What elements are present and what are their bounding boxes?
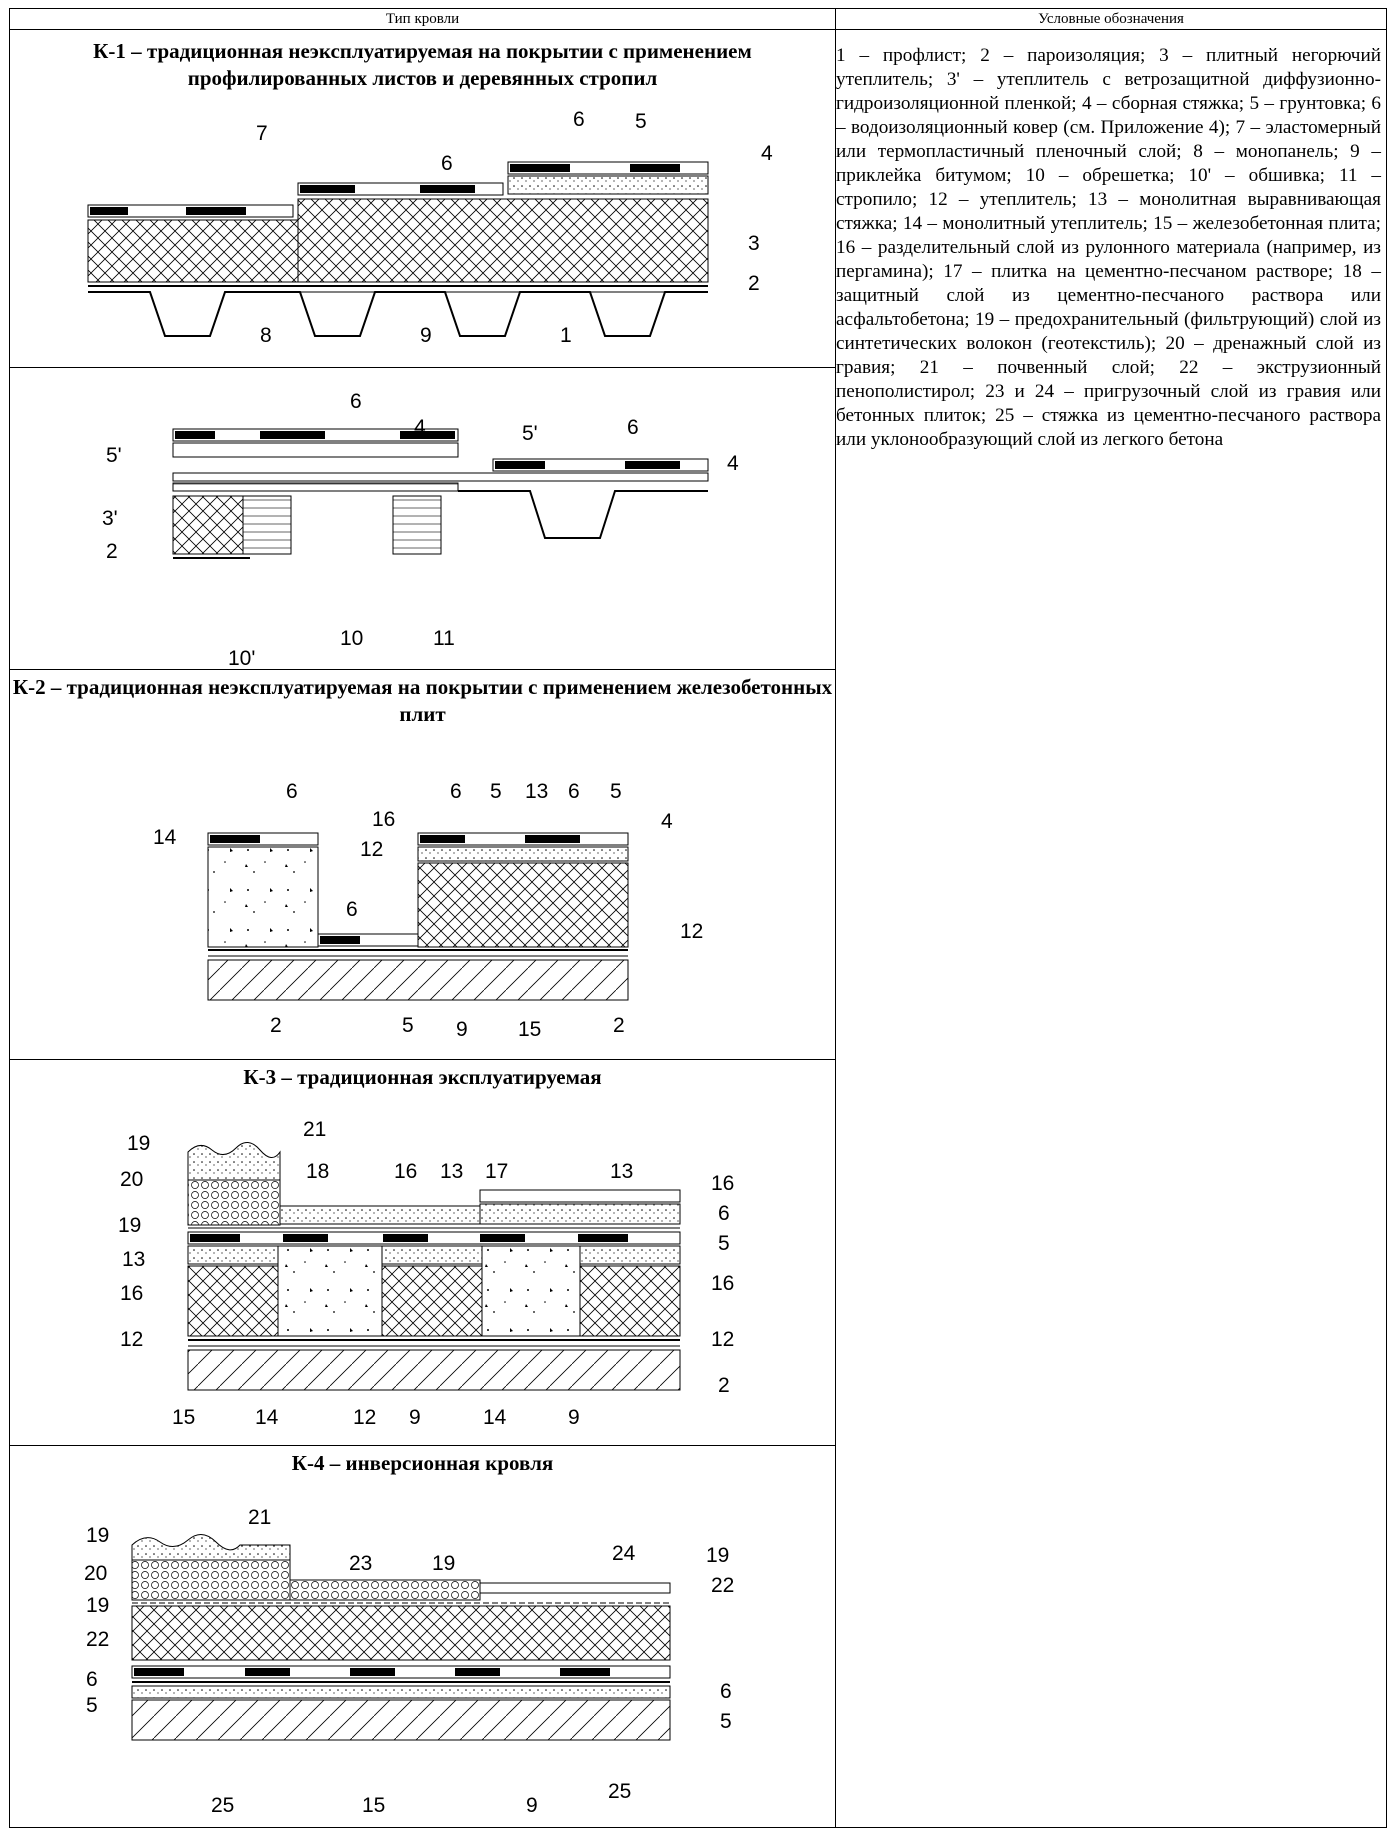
k2-title: К-2 – традиционная неэксплуатируемая на … xyxy=(12,675,833,726)
svg-text:20: 20 xyxy=(84,1562,107,1585)
svg-text:2: 2 xyxy=(748,272,760,295)
svg-text:14: 14 xyxy=(483,1406,507,1429)
svg-text:17: 17 xyxy=(485,1160,508,1183)
svg-text:2: 2 xyxy=(106,540,118,563)
svg-text:16: 16 xyxy=(711,1272,734,1295)
svg-text:6: 6 xyxy=(450,780,462,803)
k3-title: К-3 – традиционная эксплуатируемая xyxy=(243,1065,602,1089)
svg-text:3': 3' xyxy=(102,507,118,530)
svg-text:16: 16 xyxy=(394,1160,417,1183)
svg-text:6: 6 xyxy=(350,390,362,413)
svg-text:19: 19 xyxy=(432,1552,455,1575)
svg-text:6: 6 xyxy=(441,152,453,175)
svg-text:22: 22 xyxy=(86,1628,109,1651)
svg-text:12: 12 xyxy=(711,1328,734,1351)
svg-text:5: 5 xyxy=(402,1014,414,1037)
svg-text:2: 2 xyxy=(718,1374,730,1397)
legend-text: 1 – профлист; 2 – пароизоляция; 3 – плит… xyxy=(836,45,1381,450)
svg-text:9: 9 xyxy=(568,1406,580,1429)
svg-text:4: 4 xyxy=(761,142,773,165)
svg-text:13: 13 xyxy=(610,1160,633,1183)
svg-text:5: 5 xyxy=(635,110,647,133)
svg-text:5: 5 xyxy=(490,780,502,803)
k1-diagram-b: 6 4 5' 6 4 5' 3' 2 10 11 10' xyxy=(102,390,739,670)
svg-text:2: 2 xyxy=(270,1014,282,1037)
svg-text:1: 1 xyxy=(560,324,572,347)
k1-diagram-a: 7 6 6 5 4 3 2 8 9 1 xyxy=(87,108,773,347)
svg-text:18: 18 xyxy=(306,1160,329,1183)
svg-text:19: 19 xyxy=(118,1214,141,1237)
svg-text:5: 5 xyxy=(718,1232,730,1255)
k2-diagram: 6 6 5 13 6 5 14 16 12 4 6 12 2 5 9 15 2 xyxy=(153,780,703,1041)
svg-text:15: 15 xyxy=(362,1794,385,1817)
svg-text:5: 5 xyxy=(720,1710,732,1733)
svg-text:25: 25 xyxy=(211,1794,234,1817)
svg-text:6: 6 xyxy=(346,898,358,921)
svg-text:21: 21 xyxy=(248,1506,271,1529)
svg-text:19: 19 xyxy=(127,1132,150,1155)
svg-text:16: 16 xyxy=(120,1282,143,1305)
svg-text:4: 4 xyxy=(727,452,739,475)
svg-text:19: 19 xyxy=(706,1544,729,1567)
svg-text:16: 16 xyxy=(711,1172,734,1195)
svg-text:24: 24 xyxy=(612,1542,636,1565)
header-roof-type: Тип кровли xyxy=(385,11,460,27)
k3-diagram: 19 21 18 16 13 17 13 20 16 6 19 5 13 16 16 12 12 2 15 14… xyxy=(118,1118,734,1429)
svg-text:21: 21 xyxy=(303,1118,326,1141)
svg-text:16: 16 xyxy=(372,808,395,831)
svg-text:22: 22 xyxy=(711,1574,734,1597)
svg-text:4: 4 xyxy=(414,416,426,439)
svg-text:14: 14 xyxy=(255,1406,279,1429)
svg-text:13: 13 xyxy=(440,1160,463,1183)
svg-text:5': 5' xyxy=(106,444,122,467)
svg-text:5: 5 xyxy=(86,1694,98,1717)
svg-text:4: 4 xyxy=(661,810,673,833)
svg-text:20: 20 xyxy=(120,1168,143,1191)
svg-text:9: 9 xyxy=(420,324,432,347)
svg-text:10': 10' xyxy=(228,647,255,670)
svg-text:9: 9 xyxy=(456,1018,468,1041)
svg-text:15: 15 xyxy=(172,1406,195,1429)
svg-text:25: 25 xyxy=(608,1780,631,1803)
svg-text:6: 6 xyxy=(568,780,580,803)
svg-text:15: 15 xyxy=(518,1018,541,1041)
svg-text:6: 6 xyxy=(720,1680,732,1703)
svg-text:14: 14 xyxy=(153,826,177,849)
svg-text:7: 7 xyxy=(256,122,268,145)
legend-cell xyxy=(835,29,1387,1828)
svg-text:9: 9 xyxy=(409,1406,421,1429)
svg-text:6: 6 xyxy=(573,108,585,131)
header-legend: Условные обозначения xyxy=(1038,11,1184,27)
svg-text:12: 12 xyxy=(353,1406,376,1429)
svg-text:12: 12 xyxy=(120,1328,143,1351)
svg-text:6: 6 xyxy=(627,416,639,439)
k4-diagram: 21 19 23 19 24 19 20 22 19 22 6 6 5 5 25 15 9 25 xyxy=(84,1506,734,1817)
svg-text:23: 23 xyxy=(349,1552,372,1575)
svg-text:12: 12 xyxy=(360,838,383,861)
svg-text:13: 13 xyxy=(525,780,548,803)
svg-text:6: 6 xyxy=(86,1668,98,1691)
k4-title: К-4 – инверсионная кровля xyxy=(291,1451,554,1475)
svg-text:6: 6 xyxy=(286,780,298,803)
svg-text:8: 8 xyxy=(260,324,272,347)
svg-text:13: 13 xyxy=(122,1248,145,1271)
svg-text:2: 2 xyxy=(613,1014,625,1037)
svg-text:9: 9 xyxy=(526,1794,538,1817)
svg-text:11: 11 xyxy=(433,627,455,650)
k1-title: К-1 – традиционная неэксплуатируемая на … xyxy=(93,39,752,90)
svg-text:6: 6 xyxy=(718,1202,730,1225)
svg-text:19: 19 xyxy=(86,1594,109,1617)
svg-text:12: 12 xyxy=(680,920,703,943)
svg-text:10: 10 xyxy=(340,627,363,650)
svg-text:5: 5 xyxy=(610,780,622,803)
svg-text:5': 5' xyxy=(522,422,538,445)
svg-text:19: 19 xyxy=(86,1524,109,1547)
svg-text:3: 3 xyxy=(748,232,760,255)
